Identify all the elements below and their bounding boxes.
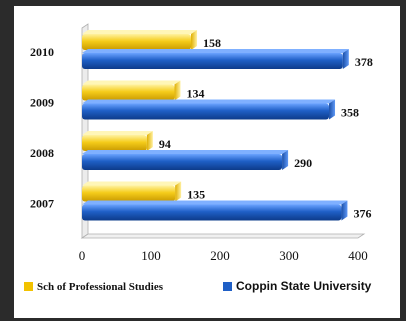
data-label: 94 [159, 137, 171, 151]
category-label: 2007 [30, 197, 54, 211]
bar-top-face [82, 131, 153, 135]
bar [82, 154, 283, 170]
category-label: 2010 [30, 45, 54, 59]
axis-floor [80, 233, 366, 239]
data-label: 134 [186, 87, 204, 101]
bar [82, 135, 147, 151]
legend-label-sch-of-professional-studies: Sch of Professional Studies [37, 281, 164, 293]
bar [82, 84, 175, 101]
bar-top-face [82, 200, 348, 205]
bar-end-cap [342, 49, 349, 69]
bar [82, 185, 176, 202]
x-tick-label: 0 [79, 248, 86, 263]
bar [82, 34, 192, 50]
legend-swatch-sch-of-professional-studies [24, 282, 33, 291]
x-tick-label: 200 [210, 248, 230, 263]
bar [82, 53, 343, 69]
bar-top-face [82, 49, 349, 53]
bar-top-face [82, 99, 336, 104]
bar-end-cap [329, 99, 336, 120]
bar [82, 103, 330, 120]
data-label: 290 [294, 156, 312, 170]
x-tick-label: 300 [279, 248, 299, 263]
legend-label-coppin-state-university: Coppin State University [236, 279, 372, 293]
bar-top-face [82, 150, 289, 154]
data-label: 158 [203, 36, 221, 50]
bar-top-face [82, 80, 181, 85]
bar-top-face [82, 181, 182, 186]
bar [82, 204, 342, 221]
category-label: 2009 [30, 96, 54, 110]
x-tick-label: 100 [141, 248, 161, 263]
data-label: 135 [187, 188, 205, 202]
x-tick-label: 400 [348, 248, 368, 263]
bar-end-cap [341, 200, 348, 221]
bar-end-cap [174, 80, 181, 101]
bar-end-cap [191, 30, 198, 50]
bar-top-face [82, 30, 198, 34]
bar-end-cap [282, 150, 289, 170]
data-label: 358 [341, 106, 359, 120]
plot-area: 2010 158 378 2009 134 358 2008 94 290 2007 135 376 0… [24, 23, 373, 293]
bar-end-cap [175, 181, 182, 202]
category-label: 2008 [30, 146, 54, 160]
legend-swatch-coppin-state-university [223, 282, 232, 291]
data-label: 378 [355, 55, 373, 69]
bar-end-cap [146, 131, 153, 151]
data-label: 376 [353, 207, 371, 221]
